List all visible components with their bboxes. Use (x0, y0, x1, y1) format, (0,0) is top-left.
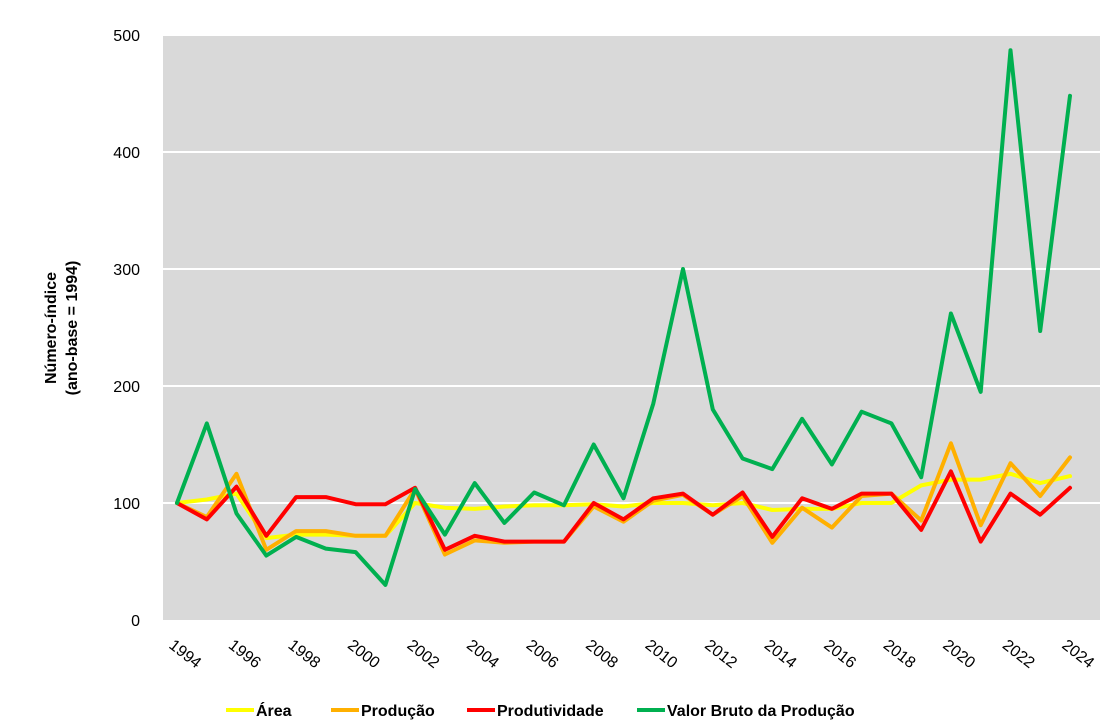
x-tick-label: 2012 (701, 637, 740, 672)
x-tick-label: 2024 (1059, 637, 1098, 672)
legend: Área Produção Produtividade Valor Bruto da … (226, 701, 855, 720)
x-tick-label: 1996 (225, 637, 264, 672)
legend-label: Valor Bruto da Produção (667, 703, 855, 720)
legend-label: Área (256, 701, 292, 720)
series-line-3 (175, 48, 1072, 587)
y-tick-label: 300 (113, 262, 140, 279)
x-tick-label: 2022 (999, 637, 1038, 672)
y-tick-label: 100 (113, 496, 140, 513)
series-lines (175, 48, 1072, 587)
series-line-1 (175, 441, 1072, 557)
x-axis-ticks: 1994 1996 1998 2000 2002 2004 2006 2008 2010 2012… (166, 637, 1098, 672)
y-axis-label-line1: Número-índice (43, 272, 60, 384)
x-tick-label: 2008 (582, 637, 621, 672)
legend-item: Produtividade (467, 703, 604, 720)
x-tick-label: 1998 (285, 637, 324, 672)
plot-area (163, 35, 1100, 620)
gridlines (163, 34, 1100, 504)
legend-label: Produção (361, 703, 435, 720)
x-tick-label: 2016 (820, 637, 859, 672)
y-axis-label-line2: (ano-base = 1994) (64, 261, 81, 396)
x-tick-label: 1994 (166, 637, 205, 672)
x-tick-label: 2010 (642, 637, 681, 672)
series-line-2 (175, 469, 1072, 552)
x-tick-label: 2006 (523, 637, 562, 672)
x-tick-label: 2002 (404, 637, 443, 672)
y-tick-label: 200 (113, 379, 140, 396)
x-tick-label: 2004 (463, 637, 502, 672)
x-tick-label: 2020 (939, 637, 978, 672)
legend-item: Valor Bruto da Produção (637, 703, 855, 720)
x-tick-label: 2014 (761, 637, 800, 672)
y-axis-ticks: 0 100 200 300 400 500 (113, 28, 140, 630)
x-tick-label: 2018 (880, 637, 919, 672)
y-tick-label: 0 (131, 613, 140, 630)
legend-label: Produtividade (497, 703, 604, 720)
series-line-0 (175, 471, 1072, 541)
y-tick-label: 500 (113, 28, 140, 45)
x-tick-label: 2000 (344, 637, 383, 672)
legend-item: Produção (331, 703, 435, 720)
legend-item: Área (226, 701, 292, 720)
y-tick-label: 400 (113, 145, 140, 162)
